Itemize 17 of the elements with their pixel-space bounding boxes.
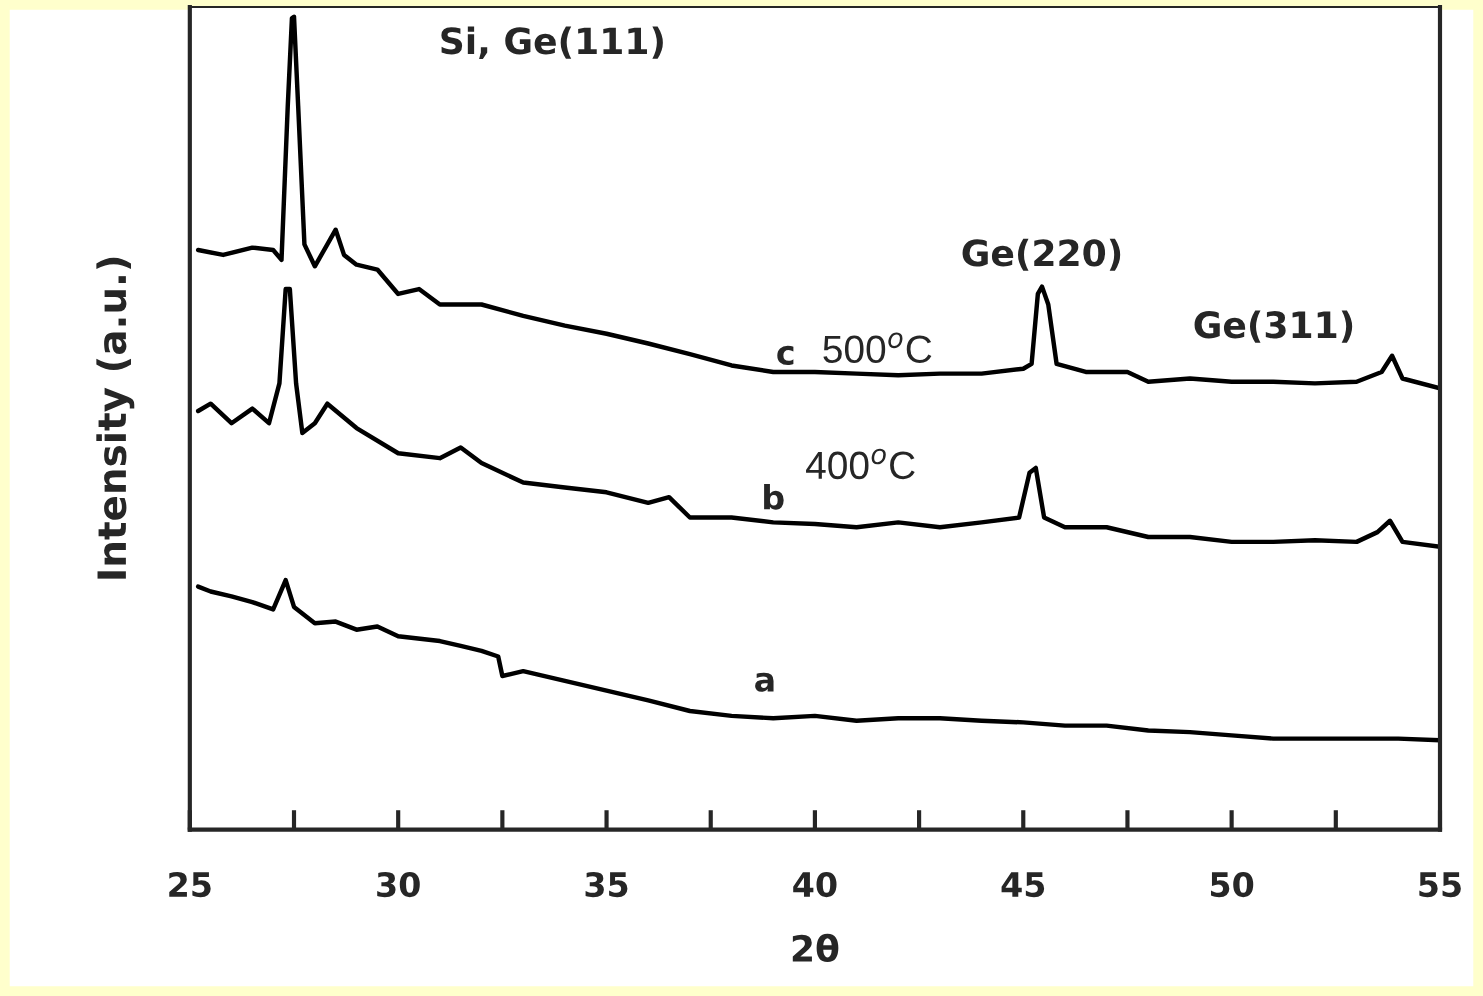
annotation: Ge(311)	[1194, 310, 1353, 343]
annotation: c	[777, 345, 794, 365]
annotation: b	[764, 484, 784, 510]
annotation: 400$^{o}$C	[806, 448, 915, 480]
x-tick-label: 40	[793, 871, 837, 898]
annotation: 500$^{o}$C	[823, 332, 932, 364]
x-tick-label: 55	[1419, 872, 1461, 898]
x-tick-label: 45	[1001, 872, 1045, 898]
annotation: Si, Ge(111)	[441, 26, 663, 60]
x-tick-label: 25	[169, 871, 211, 898]
x-tick-label: 30	[377, 871, 420, 898]
x-axis-title: 2θ	[792, 933, 839, 962]
annotation: a	[755, 672, 774, 692]
annotation: Ge(220)	[962, 238, 1121, 271]
x-tick-label: 50	[1211, 871, 1254, 898]
x-tick-label: 35	[585, 871, 628, 898]
y-axis-title: Intensity (a.u.)	[96, 257, 135, 579]
